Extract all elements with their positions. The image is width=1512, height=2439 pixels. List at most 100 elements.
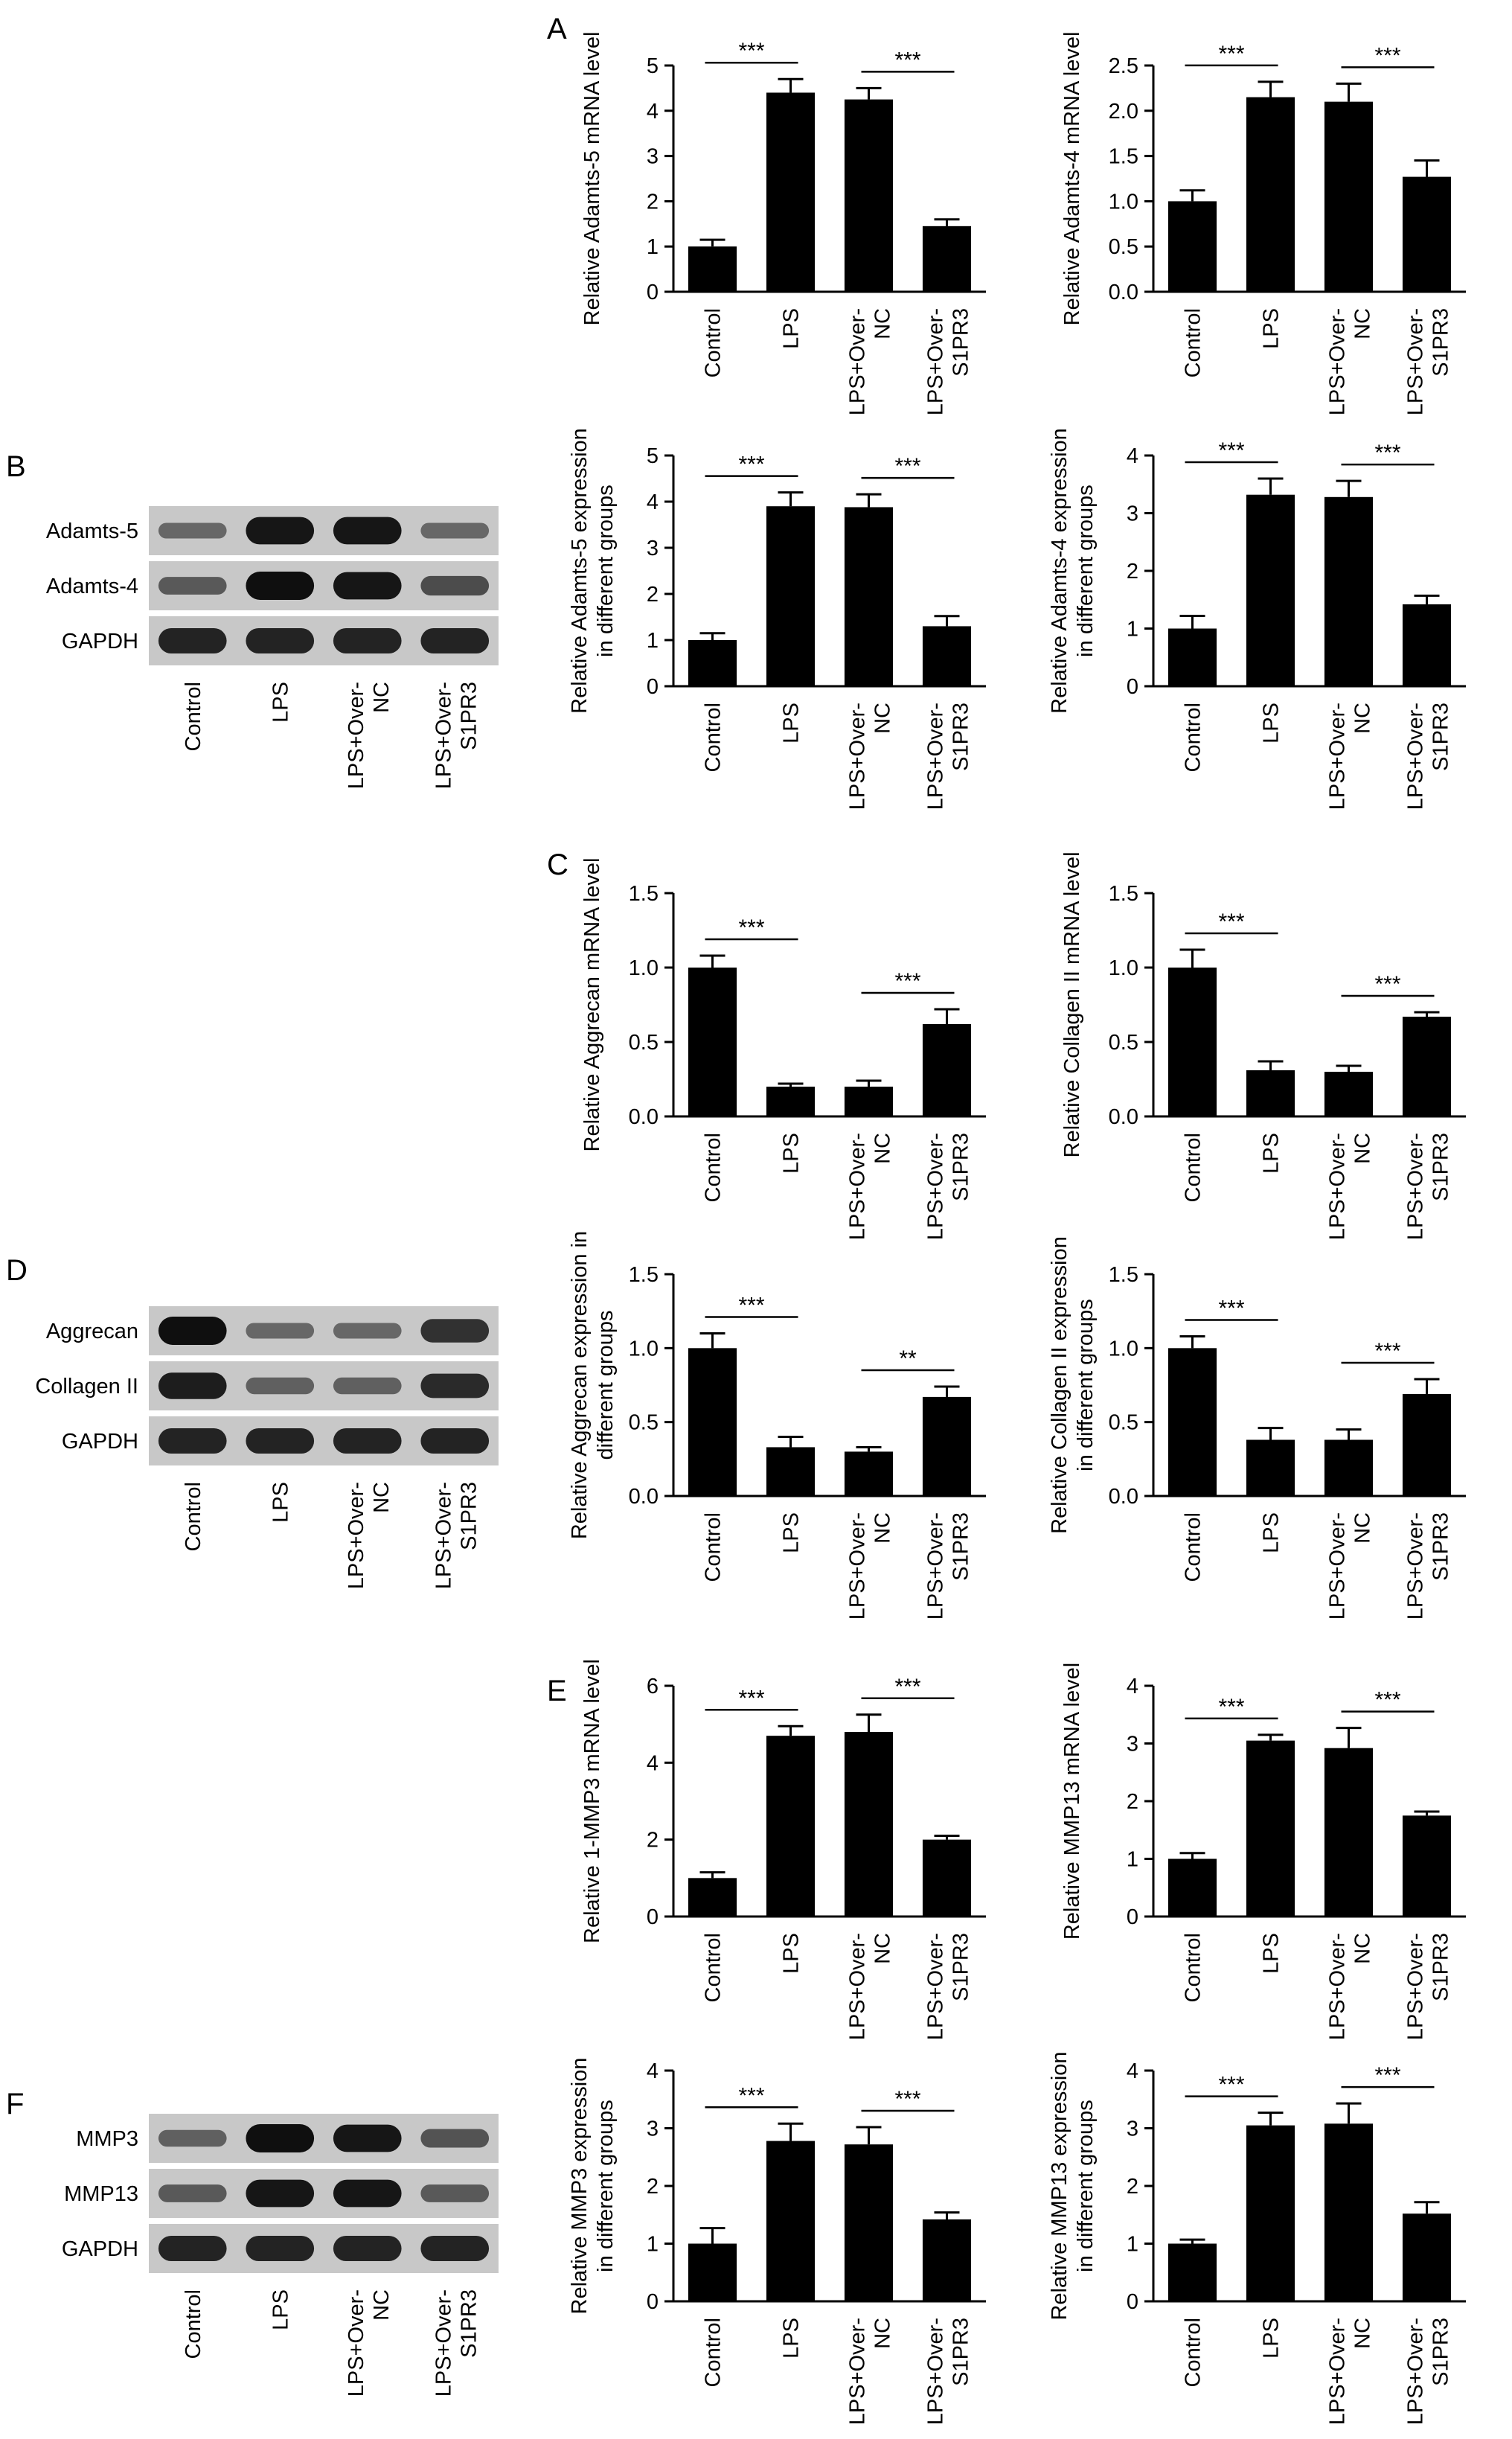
- category-label: LPS+Over-S1PR3: [1404, 308, 1453, 415]
- significance-label: ***: [738, 1686, 764, 1710]
- y-tick-label: 1.0: [1109, 956, 1138, 980]
- y-axis-label: Relative Collagen II expression in differ…: [1048, 1236, 1098, 1534]
- significance-label: ***: [1374, 43, 1400, 68]
- blot-lane-label: Control: [182, 2289, 205, 2359]
- text-line: NC: [871, 1933, 895, 1964]
- blot-row-label: MMP13: [64, 2182, 138, 2206]
- y-tick-label: 3: [1127, 2117, 1138, 2141]
- significance-label: ***: [738, 453, 764, 477]
- bar: [1324, 496, 1374, 686]
- bar: [1324, 1439, 1374, 1496]
- bar: [922, 1396, 972, 1496]
- y-axis-label: Relative Aggrecan expression in different…: [568, 1231, 618, 1539]
- significance-label: ***: [738, 39, 764, 63]
- text-line: LPS+Over-: [432, 2289, 455, 2397]
- bar: [844, 2144, 894, 2301]
- y-tick-label: 1: [1127, 1848, 1138, 1872]
- significance-label: ***: [894, 969, 920, 994]
- bar: [1246, 1439, 1295, 1496]
- category-label: Control: [702, 1933, 725, 2003]
- category-label: LPS: [780, 1512, 804, 1553]
- bar: [766, 506, 816, 686]
- text-line: LPS+Over-: [432, 1482, 455, 1589]
- text-line: Control: [182, 682, 205, 752]
- text-line: NC: [370, 682, 394, 713]
- panel-letter-c: C: [547, 848, 568, 881]
- bar: [1324, 1748, 1374, 1917]
- y-axis-label: Relative MMP13 expression in different gr…: [1048, 2051, 1098, 2320]
- y-tick-label: 3: [647, 145, 659, 169]
- panel-letter-f: F: [6, 2088, 24, 2120]
- bar: [766, 1447, 816, 1496]
- text-line: NC: [370, 2289, 394, 2321]
- significance-label: ***: [738, 1293, 764, 1317]
- category-label: LPS+Over-S1PR3: [1404, 1133, 1453, 1240]
- y-axis-label: Relative Adamts-4 mRNA level: [1060, 32, 1084, 326]
- category-label: Control: [702, 703, 725, 773]
- y-tick-label: 1.0: [629, 956, 659, 980]
- y-axis-label: Relative MMP3 expression in different gro…: [568, 2058, 618, 2315]
- text-line: LPS+Over-: [924, 308, 948, 415]
- text-line: LPS: [1260, 1133, 1284, 1174]
- y-tick-label: 1.5: [629, 882, 659, 906]
- text-line: in different groups: [1074, 1299, 1098, 1471]
- category-label: Control: [702, 308, 725, 378]
- text-line: Control: [702, 1133, 725, 1203]
- text-line: LPS+Over-: [846, 2318, 870, 2425]
- bar: [1246, 2125, 1295, 2301]
- text-line: LPS+Over-: [846, 703, 870, 810]
- bar: [1246, 1740, 1295, 1917]
- y-tick-label: 0.0: [1109, 1485, 1138, 1509]
- y-axis-label: Relative 1-MMP3 mRNA level: [580, 1659, 604, 1943]
- blot-band: [420, 2235, 490, 2262]
- text-line: Relative Collagen II expression: [1048, 1236, 1071, 1534]
- bar-chart-2: 0.0 0.5 1.0 1.5 2.0 2.5 Relative Adamts-4 mRNA…: [1060, 32, 1466, 415]
- bar: [844, 1451, 894, 1496]
- y-tick-label: 1.5: [1109, 145, 1138, 169]
- bar: [1324, 101, 1374, 292]
- category-label: Control: [702, 2318, 725, 2388]
- bar: [922, 1024, 972, 1116]
- panel-letter-d: D: [6, 1254, 28, 1287]
- text-line: Relative Adamts-4 mRNA level: [1060, 32, 1084, 326]
- blot-band: [333, 2124, 402, 2152]
- bar: [688, 1348, 737, 1496]
- text-line: S1PR3: [949, 1133, 973, 1201]
- blot-row-label: Adamts-4: [46, 575, 138, 598]
- y-axis-label: Relative Adamts-5 expression in different…: [568, 428, 618, 714]
- text-line: NC: [1351, 1933, 1375, 1964]
- blot-band: [246, 517, 315, 545]
- y-tick-label: 1: [647, 235, 659, 259]
- blot-band: [420, 1428, 490, 1454]
- text-line: Control: [1182, 1512, 1205, 1582]
- text-line: in different groups: [594, 2100, 618, 2272]
- bar: [1402, 1017, 1452, 1116]
- text-line: LPS+Over-: [924, 1933, 948, 2040]
- y-tick-label: 6: [647, 1675, 659, 1698]
- bar-chart-6: 0.0 0.5 1.0 1.5 Relative Collagen II mRNA le…: [1060, 851, 1466, 1240]
- bar: [1402, 1815, 1452, 1917]
- text-line: S1PR3: [1429, 1133, 1453, 1201]
- y-tick-label: 0: [1127, 675, 1138, 699]
- text-line: Relative Aggrecan expression in: [568, 1231, 592, 1539]
- text-line: LPS+Over-: [1404, 1512, 1428, 1620]
- blot-band: [158, 2129, 227, 2147]
- text-line: Control: [1182, 1133, 1205, 1203]
- category-label: LPS: [780, 2318, 804, 2359]
- text-line: LPS+Over-: [846, 1133, 870, 1240]
- category-label: LPS+Over-NC: [1326, 2318, 1375, 2425]
- blot-band: [420, 1319, 490, 1343]
- bar-chart-9: 0 2 4 6 Relative 1-MMP3 mRNA level Control LPS…: [580, 1659, 986, 2040]
- blot-band: [333, 2235, 402, 2262]
- blot-band: [158, 577, 227, 595]
- blot-band: [158, 1317, 227, 1345]
- bar: [1324, 2123, 1374, 2301]
- bar-chart-1: 0 1 2 3 4 5 Relative Adamts-5 mRNA level Contro…: [580, 32, 986, 415]
- text-line: S1PR3: [949, 1512, 973, 1581]
- blot-lane-label: LPS+Over-S1PR3: [432, 682, 481, 789]
- text-line: NC: [1351, 1512, 1375, 1544]
- significance-label: ***: [1218, 438, 1244, 463]
- category-label: LPS: [1260, 1133, 1284, 1174]
- category-label: LPS: [1260, 2318, 1284, 2359]
- significance-label: ***: [1374, 2063, 1400, 2088]
